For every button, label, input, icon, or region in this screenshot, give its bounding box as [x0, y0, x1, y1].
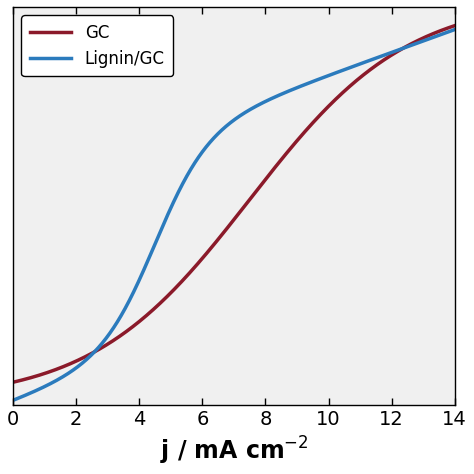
- Lignin/GC: [33, 388, 38, 393]
- Lignin/GC: [439, 31, 445, 37]
- Lignin/GC: [225, 122, 231, 128]
- Lignin/GC: [452, 27, 457, 32]
- Lignin/GC: [213, 133, 219, 138]
- GC: [439, 27, 445, 33]
- Line: GC: GC: [13, 26, 455, 382]
- GC: [452, 23, 457, 28]
- Line: Lignin/GC: Lignin/GC: [13, 29, 455, 401]
- GC: [225, 225, 231, 230]
- Legend: GC, Lignin/GC: GC, Lignin/GC: [21, 15, 173, 76]
- Lignin/GC: [358, 61, 364, 66]
- GC: [358, 74, 364, 80]
- GC: [10, 379, 16, 385]
- Lignin/GC: [439, 31, 445, 37]
- GC: [213, 239, 219, 245]
- X-axis label: j / mA cm$^{-2}$: j / mA cm$^{-2}$: [160, 435, 308, 467]
- GC: [33, 374, 38, 379]
- Lignin/GC: [10, 398, 16, 403]
- GC: [439, 27, 445, 33]
